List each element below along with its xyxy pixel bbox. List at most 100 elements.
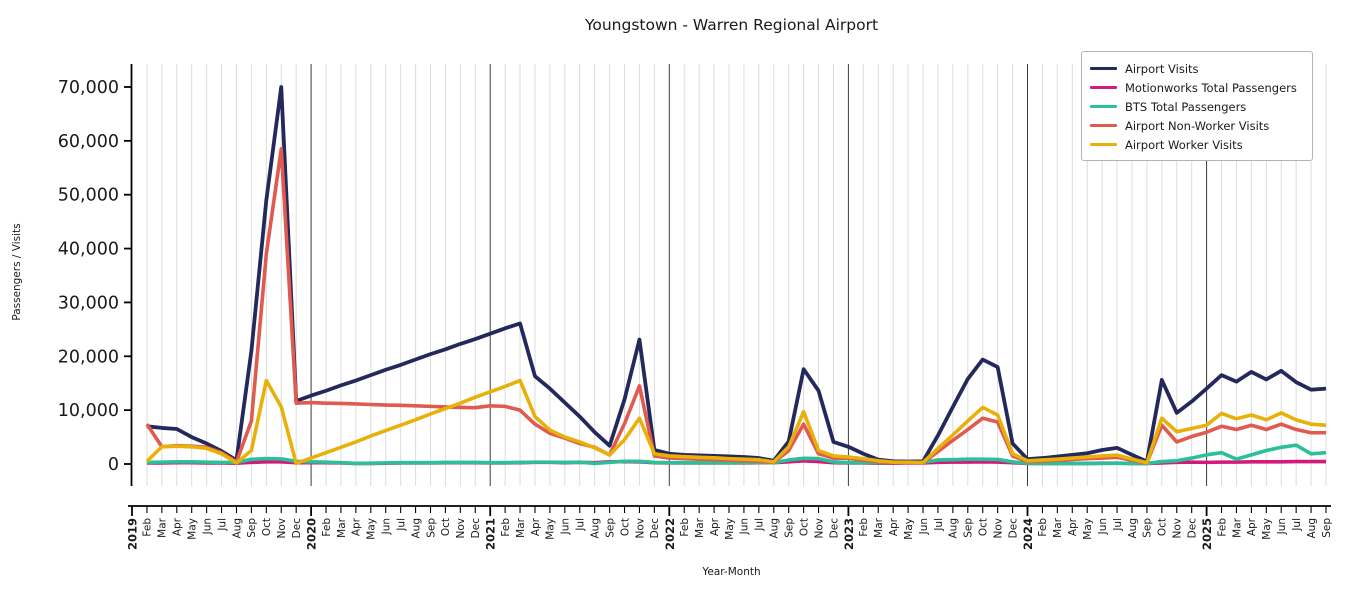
x-tick-label: Feb <box>1216 518 1228 537</box>
x-tick-label: Feb <box>1037 518 1049 537</box>
x-tick-label: Jul <box>575 518 587 532</box>
x-tick-label: Apr <box>172 517 184 536</box>
x-tick-label: Apr <box>1246 517 1258 536</box>
legend-item-1: Motionworks Total Passengers <box>1090 78 1304 97</box>
x-tick-label: 2020 <box>305 518 319 550</box>
series-line-0 <box>146 85 1327 464</box>
y-tick-label: 70,000 <box>58 78 119 98</box>
x-tick-label: Apr <box>1067 517 1079 536</box>
legend-swatch <box>1090 85 1117 90</box>
x-tick-label: Dec <box>1186 518 1198 539</box>
x-tick-label: Sep <box>246 518 258 538</box>
y-axis-label: Passengers / Visits <box>11 223 23 321</box>
legend-item-4: Airport Worker Visits <box>1090 135 1304 154</box>
x-tick-label: Feb <box>679 518 691 537</box>
x-tick-label: Oct <box>978 518 990 536</box>
x-tick-label: Apr <box>888 517 900 536</box>
x-tick-label: Nov <box>813 518 825 539</box>
x-tick-label: Dec <box>291 518 303 539</box>
legend-swatch <box>1090 104 1117 109</box>
x-tick-label: Jun <box>381 518 393 535</box>
x-tick-label: 2021 <box>484 518 498 550</box>
x-tick-label: Feb <box>500 518 512 537</box>
series-line-2 <box>146 443 1327 466</box>
x-tick-label: Oct <box>798 518 810 536</box>
x-tick-label: Feb <box>321 518 333 537</box>
x-tick-label: Jun <box>560 518 572 535</box>
y-tick-label: 20,000 <box>58 347 119 367</box>
x-tick-label: Aug <box>589 518 601 539</box>
x-tick-label: Nov <box>455 518 467 539</box>
y-tick-label: 0 <box>108 455 119 475</box>
x-tick-label: Oct <box>619 518 631 536</box>
legend-label: Motionworks Total Passengers <box>1125 80 1297 95</box>
legend-swatch <box>1090 142 1117 147</box>
x-tick-label: Jul <box>754 518 766 532</box>
x-tick-label: Nov <box>992 518 1004 539</box>
x-tick-label: Jul <box>1291 518 1303 532</box>
x-tick-label: Nov <box>276 518 288 539</box>
x-axis-label: Year-Month <box>702 566 761 578</box>
legend-item-2: BTS Total Passengers <box>1090 97 1304 116</box>
x-tick-label: Dec <box>828 518 840 539</box>
x-tick-label: Jul <box>216 518 228 532</box>
x-tick-label: Mar <box>694 517 706 537</box>
x-tick-label: Mar <box>336 517 348 537</box>
x-tick-label: Jun <box>1276 518 1288 535</box>
legend-swatch <box>1090 123 1117 128</box>
legend-item-0: Airport Visits <box>1090 59 1304 78</box>
x-tick-label: Nov <box>634 518 646 539</box>
x-tick-label: Oct <box>261 518 273 536</box>
x-tick-label: Dec <box>649 518 661 539</box>
x-tick-label: May <box>1261 518 1273 540</box>
x-tick-label: Dec <box>1007 518 1019 539</box>
x-tick-label: Mar <box>157 517 169 537</box>
x-tick-label: Aug <box>769 518 781 539</box>
x-tick-label: May <box>187 518 199 540</box>
x-tick-label: Apr <box>709 517 721 536</box>
y-tick-label: 10,000 <box>58 401 119 421</box>
y-tick-label: 50,000 <box>58 186 119 206</box>
x-tick-label: Jun <box>739 518 751 535</box>
series-line-3 <box>145 147 1326 465</box>
legend: Airport Visits Motionworks Total Passenge… <box>1081 51 1313 161</box>
x-tick-label: May <box>545 518 557 540</box>
x-tick-label: 2024 <box>1021 518 1035 550</box>
x-tick-label: Apr <box>351 517 363 536</box>
legend-label: BTS Total Passengers <box>1125 99 1247 114</box>
y-tick-label: 30,000 <box>58 293 119 313</box>
y-tick-label: 60,000 <box>58 132 119 152</box>
legend-label: Airport Non-Worker Visits <box>1125 118 1270 133</box>
x-tick-label: May <box>903 518 915 540</box>
x-tick-label: Aug <box>231 518 243 539</box>
x-tick-label: Jun <box>1097 518 1109 535</box>
x-tick-label: Jun <box>918 518 930 535</box>
x-tick-label: Oct <box>1157 518 1169 536</box>
legend-label: Airport Worker Visits <box>1125 137 1243 152</box>
x-tick-label: Aug <box>948 518 960 539</box>
legend-item-3: Airport Non-Worker Visits <box>1090 116 1304 135</box>
x-tick-label: Mar <box>1231 517 1243 537</box>
legend-swatch <box>1090 66 1117 71</box>
x-tick-label: Jul <box>395 518 407 532</box>
x-tick-label: Mar <box>873 517 885 537</box>
x-tick-label: Sep <box>784 518 796 538</box>
x-tick-label: Aug <box>1306 518 1318 539</box>
x-tick-label: Sep <box>425 518 437 538</box>
x-tick-label: Sep <box>604 518 616 538</box>
x-tick-label: Mar <box>1052 517 1064 537</box>
x-tick-label: Jul <box>1112 518 1124 532</box>
x-tick-label: 2022 <box>663 518 677 550</box>
x-tick-label: Nov <box>1172 518 1184 539</box>
x-tick-label: 2019 <box>126 518 140 550</box>
x-tick-label: Mar <box>515 517 527 537</box>
x-tick-label: May <box>724 518 736 540</box>
x-tick-label: Aug <box>410 518 422 539</box>
x-tick-label: Apr <box>530 517 542 536</box>
x-tick-label: Sep <box>963 518 975 538</box>
chart-title: Youngstown - Warren Regional Airport <box>584 16 879 34</box>
x-tick-label: Feb <box>858 518 870 537</box>
x-tick-label: 2023 <box>842 518 856 550</box>
